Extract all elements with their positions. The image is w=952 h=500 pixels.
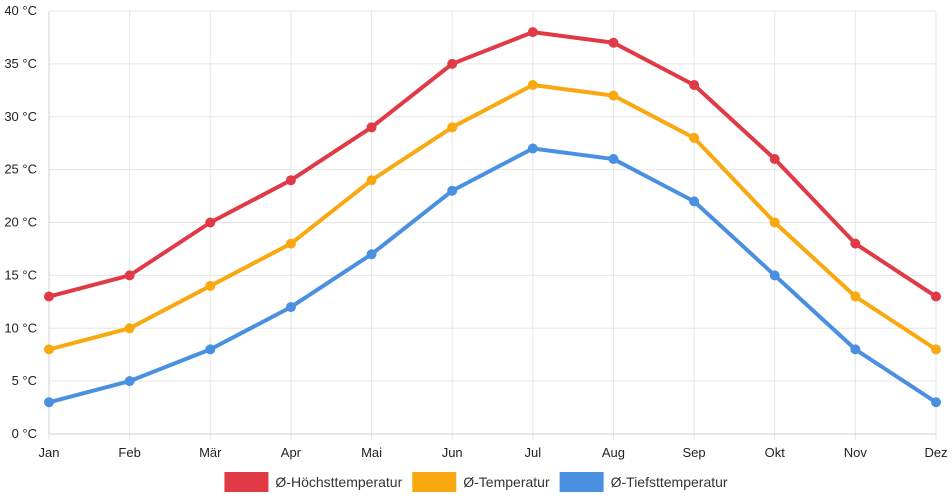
y-tick-label: 20 °C [4, 215, 37, 230]
series-line [47, 30, 938, 299]
x-tick-label: Feb [118, 445, 140, 460]
x-tick-label: Jan [39, 445, 60, 460]
legend-label: Ø-Temperatur [463, 474, 550, 490]
y-tick-label: 5 °C [12, 373, 37, 388]
data-point[interactable] [608, 37, 619, 48]
legend: Ø-Höchsttemperatur Ø-Temperatur Ø-Tiefstte… [224, 472, 728, 492]
y-tick-label: 0 °C [12, 426, 37, 441]
data-point[interactable] [205, 217, 216, 228]
data-point[interactable] [44, 291, 54, 302]
legend-label: Ø-Höchsttemperatur [275, 474, 402, 490]
series-line [47, 83, 938, 352]
data-point[interactable] [366, 249, 377, 260]
data-point[interactable] [527, 80, 538, 91]
data-point[interactable] [527, 27, 538, 38]
data-point[interactable] [850, 291, 861, 302]
x-tick-label: Jun [442, 445, 463, 460]
data-point[interactable] [769, 270, 780, 281]
legend-item[interactable]: Ø-Temperatur [412, 472, 550, 492]
x-tick-label: Mai [361, 445, 382, 460]
legend-swatch [412, 472, 457, 492]
x-tick-label: Jul [525, 445, 542, 460]
legend-item[interactable]: Ø-Tiefsttemperatur [559, 472, 728, 492]
data-point[interactable] [689, 132, 700, 143]
data-point[interactable] [124, 376, 135, 387]
data-point[interactable] [285, 302, 296, 313]
y-tick-label: 40 °C [4, 3, 37, 18]
legend-label: Ø-Tiefsttemperatur [611, 474, 728, 490]
data-point[interactable] [769, 217, 780, 228]
data-point[interactable] [366, 175, 377, 186]
data-point[interactable] [44, 344, 54, 355]
series-2 [44, 80, 941, 355]
data-point[interactable] [447, 58, 458, 69]
data-point[interactable] [447, 185, 458, 196]
y-tick-label: 30 °C [4, 109, 37, 124]
x-tick-label: Apr [281, 445, 302, 460]
legend-swatch [559, 472, 604, 492]
data-point[interactable] [608, 90, 619, 101]
data-point[interactable] [850, 344, 861, 355]
series-line [47, 146, 938, 405]
data-point[interactable] [366, 122, 377, 133]
legend-item[interactable]: Ø-Höchsttemperatur [224, 472, 403, 492]
data-point[interactable] [205, 344, 216, 355]
data-point[interactable] [527, 143, 538, 154]
data-point[interactable] [850, 238, 861, 249]
x-tick-label: Okt [765, 445, 786, 460]
data-point[interactable] [44, 397, 54, 408]
y-tick-label: 10 °C [4, 320, 37, 335]
data-point[interactable] [931, 344, 941, 355]
data-point[interactable] [124, 323, 135, 334]
data-point[interactable] [285, 175, 296, 186]
x-tick-label: Nov [844, 445, 868, 460]
data-point[interactable] [931, 291, 941, 302]
data-point[interactable] [447, 122, 458, 133]
series-layer [44, 27, 941, 408]
data-point[interactable] [608, 154, 619, 165]
x-tick-label: Sep [683, 445, 706, 460]
data-point[interactable] [769, 154, 780, 165]
x-tick-label: Dez [924, 445, 947, 460]
data-point[interactable] [689, 196, 700, 207]
axis-layer: 0 °C 5 °C 10 °C 15 °C 20 °C 25 °C 30 °C 35 °C 40… [4, 3, 947, 460]
x-tick-label: Aug [602, 445, 625, 460]
data-point[interactable] [124, 270, 135, 281]
series-1 [44, 27, 941, 302]
y-tick-label: 15 °C [4, 267, 37, 282]
grid-layer [48, 10, 937, 440]
legend-swatch [224, 472, 269, 492]
data-point[interactable] [285, 238, 296, 249]
y-tick-label: 35 °C [4, 56, 37, 71]
y-tick-label: 25 °C [4, 162, 37, 177]
series-3 [44, 143, 941, 408]
x-tick-label: Mär [199, 445, 222, 460]
data-point[interactable] [689, 80, 700, 91]
data-point[interactable] [931, 397, 941, 408]
data-point[interactable] [205, 280, 216, 291]
